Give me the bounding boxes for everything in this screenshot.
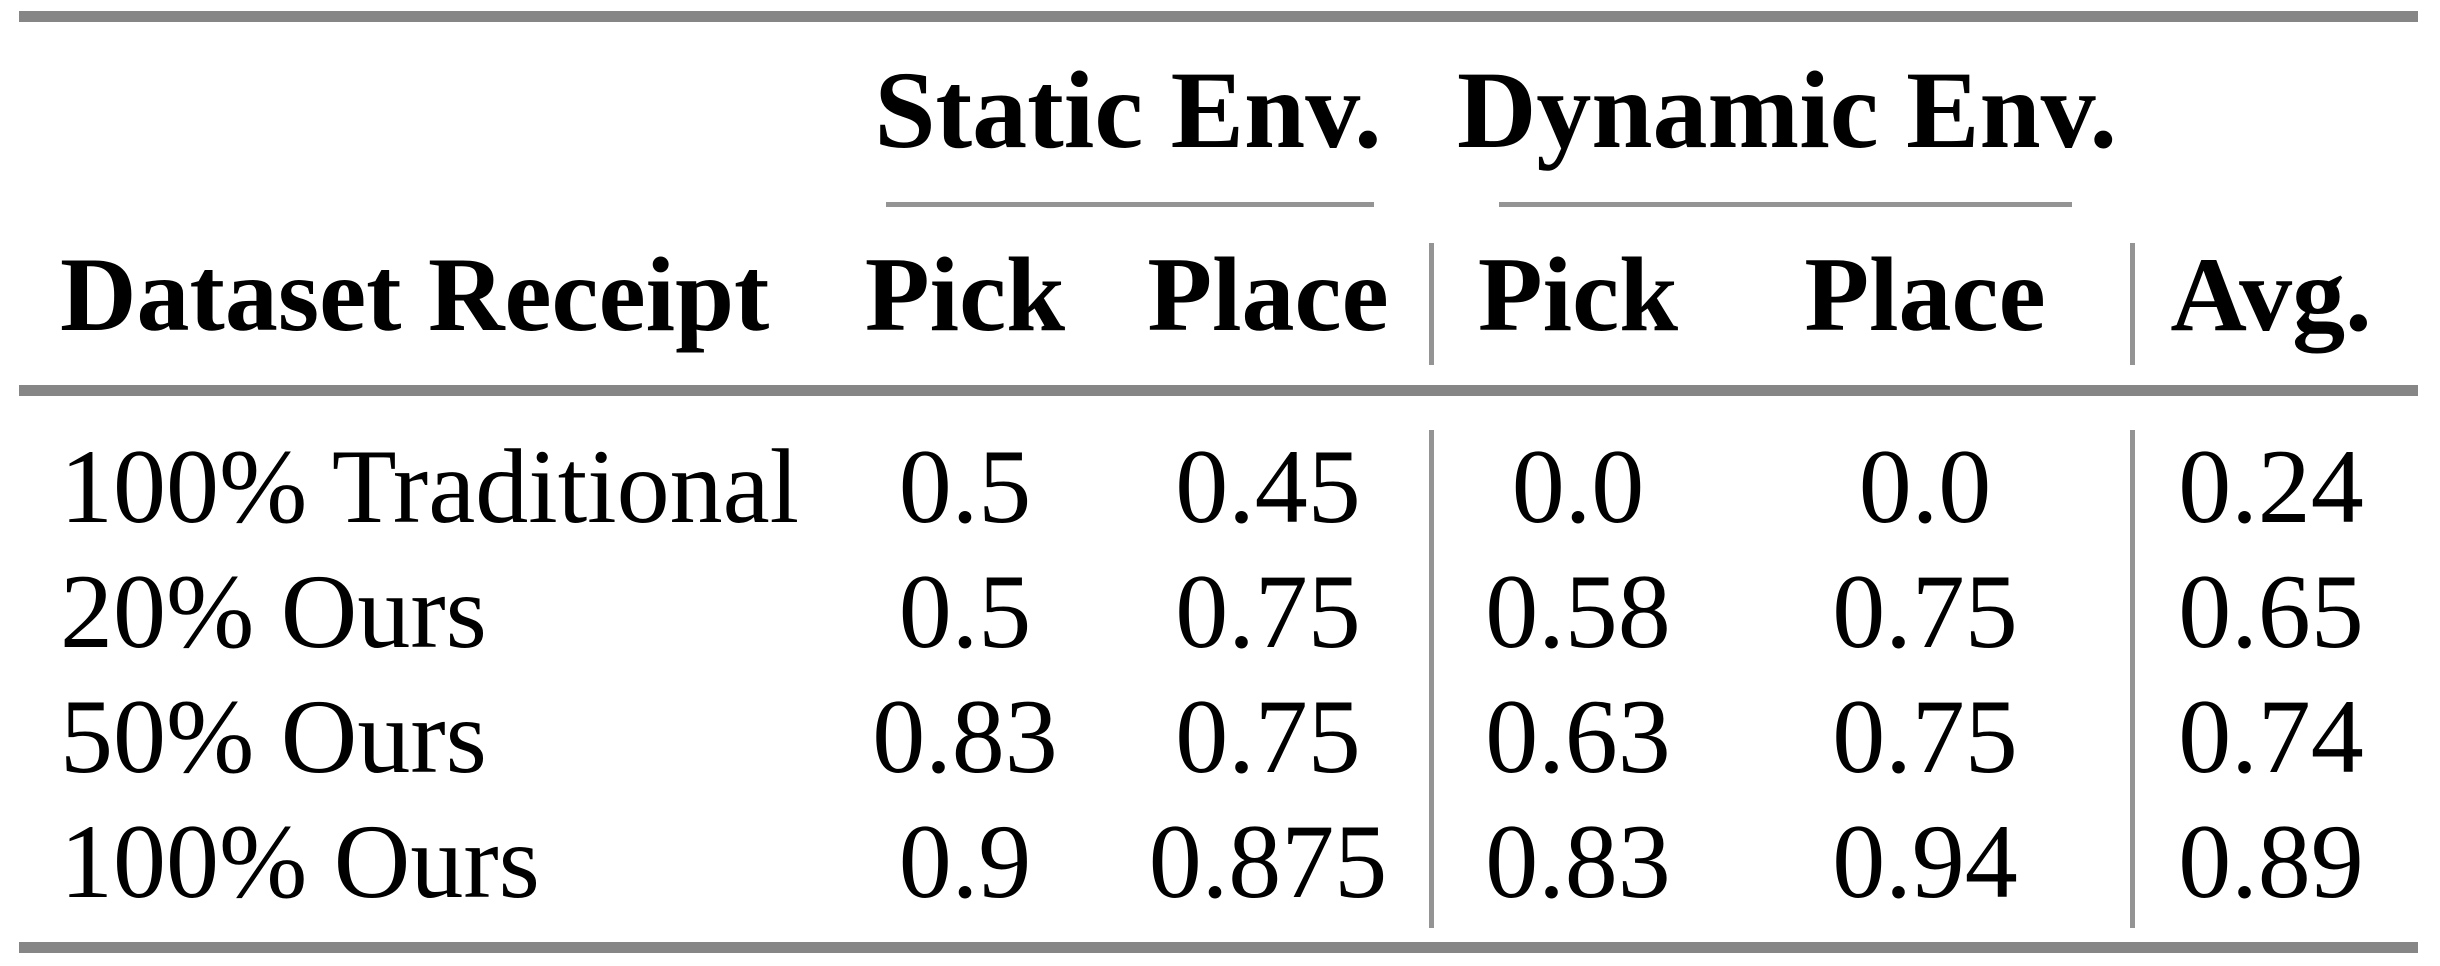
column-header-avg: Avg. — [2170, 236, 2372, 353]
table-cell: 0.875 — [1148, 803, 1388, 920]
column-header-dynamic-place: Place — [1804, 236, 2046, 353]
column-header-static-pick: Pick — [864, 236, 1066, 353]
group-header-static-env: Static Env. — [874, 49, 1382, 171]
table-cell: 0.63 — [1485, 678, 1671, 795]
bottom-rule — [19, 942, 2418, 953]
header-divider-rule — [19, 385, 2418, 396]
table-cell: 0.24 — [2178, 428, 2364, 545]
row-label: 100% Ours — [60, 803, 540, 920]
column-separator-2-header — [2130, 243, 2135, 365]
table-cell: 0.75 — [1832, 553, 2018, 670]
row-label: 20% Ours — [60, 553, 487, 670]
column-separator-1-body — [1429, 430, 1434, 928]
table-cell: 0.74 — [2178, 678, 2364, 795]
row-label: 50% Ours — [60, 678, 487, 795]
dynamic-env-underline — [1499, 202, 2072, 207]
column-header-dataset-receipt: Dataset Receipt — [60, 236, 770, 353]
table-cell: 0.5 — [898, 553, 1032, 670]
table-cell: 0.75 — [1832, 678, 2018, 795]
column-separator-2-body — [2130, 430, 2135, 928]
table-cell: 0.75 — [1175, 678, 1361, 795]
group-header-dynamic-env: Dynamic Env. — [1456, 49, 2118, 171]
table-cell: 0.75 — [1175, 553, 1361, 670]
table-cell: 0.83 — [1485, 803, 1671, 920]
table-cell: 0.5 — [898, 428, 1032, 545]
static-env-underline — [886, 202, 1374, 207]
table-cell: 0.0 — [1511, 428, 1645, 545]
table-cell: 0.89 — [2178, 803, 2364, 920]
column-header-static-place: Place — [1147, 236, 1389, 353]
table-cell: 0.58 — [1485, 553, 1671, 670]
table-cell: 0.94 — [1832, 803, 2018, 920]
row-label: 100% Traditional — [60, 428, 800, 545]
top-rule — [19, 11, 2418, 22]
table-cell: 0.9 — [898, 803, 1032, 920]
column-separator-1-header — [1429, 243, 1434, 365]
column-header-dynamic-pick: Pick — [1477, 236, 1679, 353]
table-cell: 0.45 — [1175, 428, 1361, 545]
table-cell: 0.65 — [2178, 553, 2364, 670]
table-cell: 0.83 — [872, 678, 1058, 795]
table-cell: 0.0 — [1858, 428, 1992, 545]
